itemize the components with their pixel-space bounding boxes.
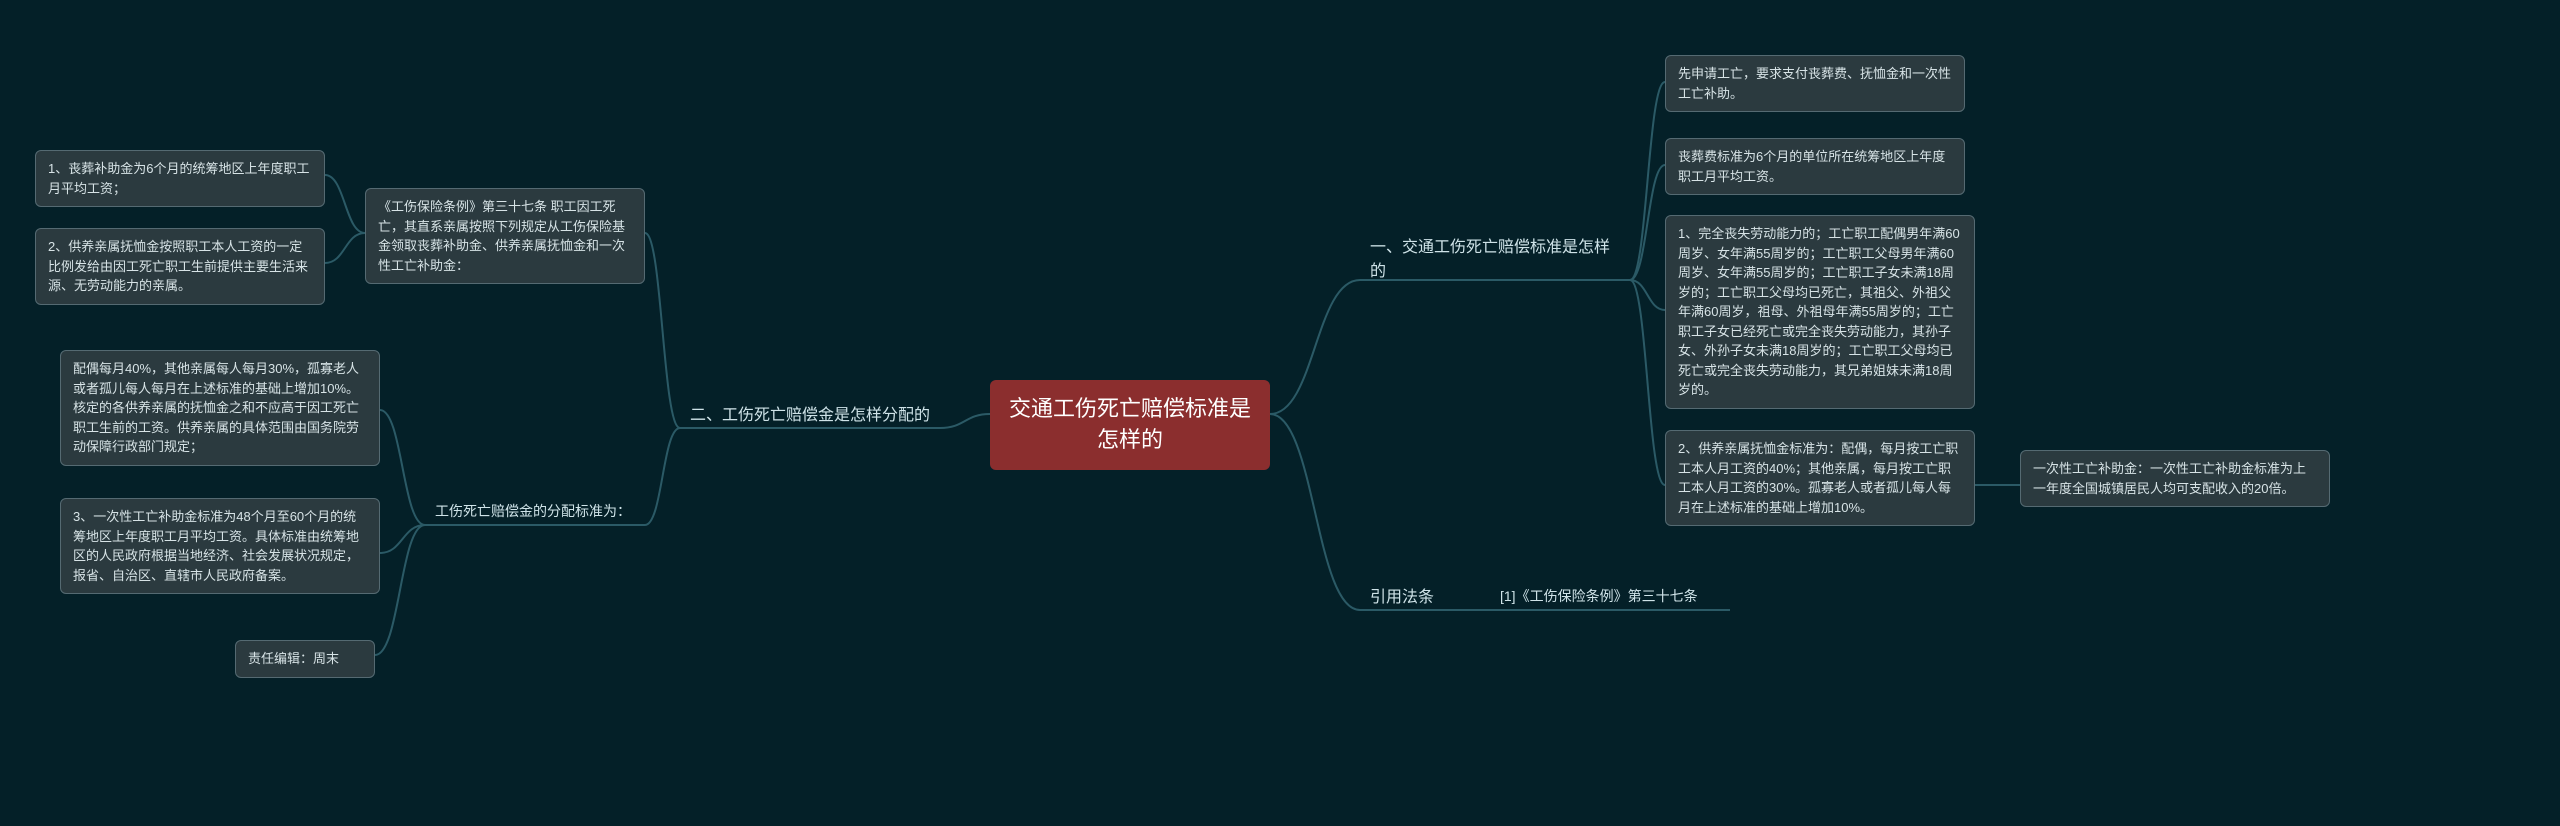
- node-r1a: 先申请工亡，要求支付丧葬费、抚恤金和一次性工亡补助。: [1665, 55, 1965, 112]
- node-l1a2: 2、供养亲属抚恤金按照职工本人工资的一定比例发给由因工死亡职工生前提供主要生活来…: [35, 228, 325, 305]
- node-l1b3: 责任编辑：周末: [235, 640, 375, 678]
- node-root: 交通工伤死亡赔偿标准是怎样的: [990, 380, 1270, 470]
- node-r1d1: 一次性工亡补助金：一次性工亡补助金标准为上一年度全国城镇居民人均可支配收入的20…: [2020, 450, 2330, 507]
- node-r2: 引用法条: [1360, 580, 1450, 616]
- node-l1b2: 3、一次性工亡补助金标准为48个月至60个月的统筹地区上年度职工月平均工资。具体…: [60, 498, 380, 594]
- node-r1: 一、交通工伤死亡赔偿标准是怎样的: [1360, 230, 1630, 290]
- node-l1: 二、工伤死亡赔偿金是怎样分配的: [680, 398, 940, 434]
- node-l1b: 工伤死亡赔偿金的分配标准为：: [425, 495, 645, 528]
- node-r1c: 1、完全丧失劳动能力的；工亡职工配偶男年满60周岁、女年满55周岁的；工亡职工父…: [1665, 215, 1975, 409]
- node-r1b: 丧葬费标准为6个月的单位所在统筹地区上年度职工月平均工资。: [1665, 138, 1965, 195]
- edge-layer: [0, 0, 2560, 826]
- node-l1a: 《工伤保险条例》第三十七条 职工因工死亡，其直系亲属按照下列规定从工伤保险基金领…: [365, 188, 645, 284]
- node-r1d: 2、供养亲属抚恤金标准为：配偶，每月按工亡职工本人月工资的40%；其他亲属，每月…: [1665, 430, 1975, 526]
- node-r2a: [1]《工伤保险条例》第三十七条: [1490, 580, 1730, 613]
- node-l1a1: 1、丧葬补助金为6个月的统筹地区上年度职工月平均工资；: [35, 150, 325, 207]
- node-l1b1: 配偶每月40%，其他亲属每人每月30%，孤寡老人或者孤儿每人每月在上述标准的基础…: [60, 350, 380, 466]
